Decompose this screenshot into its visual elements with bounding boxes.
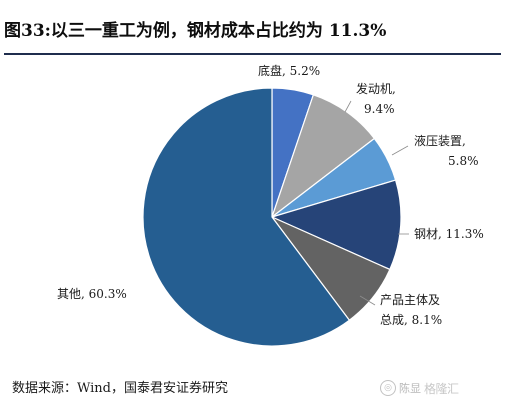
watermark-text: 陈显 — [399, 382, 421, 395]
slice-label-4: 钢材, 11.3% — [414, 227, 484, 241]
slice-label-2: 发动机, 9.4% — [356, 81, 396, 116]
leader-line-3 — [391, 145, 409, 156]
leader-line-2 — [344, 100, 352, 113]
pie-slice-6 — [142, 87, 351, 347]
slice-label-1: 底盘, 5.2% — [258, 63, 320, 78]
title-divider — [4, 53, 501, 55]
data-source-note: 数据来源：Wind，国泰君安证券研究 — [12, 381, 228, 396]
pie-chart: 底盘, 5.2% 发动机, 9.4% 液压装置, 5.8% 钢材, 11.3% 产品主体及总… — [57, 63, 484, 347]
wechat-icon: ◎ — [380, 380, 396, 396]
slice-label-3: 液压装置, 5.8% — [414, 133, 479, 168]
watermark: ◎ 陈显 格隆汇 — [380, 377, 505, 399]
chart-title: 图33:以三一重工为例，钢材成本占比约为 11.3% — [4, 21, 387, 41]
pie-slice-4 — [270, 179, 402, 271]
slice-label-6: 其他, 60.3% — [57, 287, 127, 301]
pie-slice-2 — [270, 94, 376, 219]
watermark-logo: 格隆汇 — [424, 381, 459, 396]
slice-label-5: 产品主体及总成, 8.1% — [380, 293, 442, 327]
leader-line-5 — [359, 295, 376, 306]
